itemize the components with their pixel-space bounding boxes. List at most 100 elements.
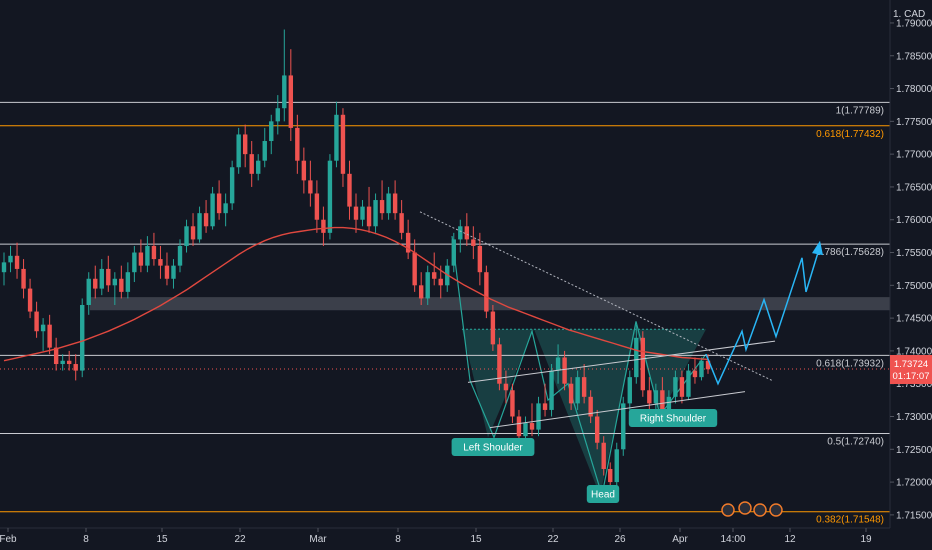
time-axis-ticks: Feb 8 15 22 Mar 8 15 22 26 Apr 14:00 12 19 (0, 528, 872, 545)
candle-body (282, 75, 287, 109)
event-marker-icon[interactable] (738, 501, 752, 515)
pattern-label-box (451, 438, 535, 456)
candle-body (621, 403, 626, 450)
candle-body (484, 272, 489, 312)
price-tick-label: 1.77000 (896, 150, 932, 161)
event-marker-icon[interactable] (753, 503, 767, 517)
candle-body (249, 154, 254, 174)
candle-body (705, 360, 711, 370)
candle-body (360, 206, 365, 220)
candle-body (269, 121, 274, 142)
fib-level-label: 0.382(1.71548) (816, 515, 884, 526)
candle-body (66, 360, 72, 365)
event-marker-icon[interactable] (769, 503, 783, 517)
candle-body (601, 442, 606, 469)
descending-trendline (419, 211, 773, 381)
support-zone-rect (90, 297, 890, 311)
candle-body (594, 416, 600, 443)
candle-body (366, 206, 372, 227)
price-tick-label: 1.73500 (896, 379, 932, 390)
candle-body (8, 255, 13, 263)
pattern-label-box (628, 409, 718, 427)
candle-body (256, 160, 261, 174)
candle-body (392, 193, 398, 214)
pattern-fill (462, 329, 706, 496)
price-tick-label: 1.75500 (896, 248, 932, 259)
candle-body (458, 226, 463, 240)
candle-body (699, 360, 704, 378)
candle-body (27, 288, 33, 312)
candle-body (588, 396, 593, 417)
candle-body (562, 357, 567, 384)
event-marker-icon[interactable] (721, 503, 735, 517)
time-tick-label: 22 (547, 534, 559, 545)
time-tick-label: Feb (0, 534, 17, 545)
candle-body (132, 252, 137, 273)
projection-path[interactable] (705, 240, 823, 386)
candle-body (418, 285, 424, 299)
trend-lines[interactable] (419, 211, 776, 429)
candle-body (405, 232, 411, 253)
currency-label[interactable]: 1. CAD (893, 9, 925, 20)
candle-body (692, 370, 698, 378)
candle-body (614, 449, 619, 483)
price-tick-label: 1.75000 (896, 281, 932, 292)
candle-body (223, 203, 228, 214)
support-zone (90, 297, 890, 311)
time-tick-label: 15 (156, 534, 168, 545)
candle-body (112, 278, 118, 286)
candle-body (190, 226, 196, 240)
candle-body (301, 160, 307, 181)
candle-body (177, 245, 183, 266)
candle-body (412, 252, 417, 286)
candle-body (210, 193, 215, 227)
candle-body (399, 213, 404, 233)
price-tick-label: 1.76000 (896, 215, 932, 226)
candle-body (432, 272, 437, 279)
candle-body (93, 278, 98, 289)
time-axis[interactable] (0, 528, 890, 550)
candle-body (438, 278, 443, 286)
candle-body (627, 377, 632, 404)
fib-level-label: 0.5(1.72740) (827, 437, 884, 448)
time-tick-label: 26 (614, 534, 626, 545)
candle-body (151, 245, 157, 260)
candle-body (47, 324, 52, 348)
price-axis-ticks: 1.79000 1.78500 1.78000 1.77500 1.77000 1.765… (890, 18, 932, 521)
candle-body (138, 252, 144, 266)
candle-body (353, 206, 359, 220)
candle-body (242, 134, 248, 155)
candle-body (80, 304, 85, 371)
candle-body (262, 141, 267, 161)
lower-channel-line (489, 391, 746, 429)
candle-body (106, 268, 111, 286)
time-tick-label: 8 (395, 534, 401, 545)
candle-body (555, 357, 561, 371)
candle-body (666, 396, 672, 410)
candle-body (451, 239, 456, 266)
economic-event-markers[interactable] (721, 501, 783, 517)
candle-body (275, 108, 280, 122)
candle-body (327, 160, 333, 233)
candle-body (229, 167, 235, 204)
candle-body (1, 262, 7, 273)
candle-body (164, 265, 170, 279)
candle-body (14, 255, 20, 269)
price-axis[interactable] (890, 0, 932, 528)
upper-channel-line (467, 340, 776, 383)
candle-body (373, 200, 378, 227)
price-tick-label: 1.79000 (896, 18, 932, 29)
candle-body (542, 403, 548, 410)
projection-arrowhead (812, 240, 823, 256)
projection-zigzag (705, 245, 821, 386)
time-tick-label: 14:00 (720, 534, 745, 545)
price-tick-label: 1.78500 (896, 51, 932, 62)
candle-body (197, 213, 202, 240)
candle-body (295, 127, 300, 161)
candle-body (321, 219, 326, 233)
fib-level-label: 0.786(1.75628) (816, 247, 884, 258)
candle-body (386, 193, 391, 214)
pattern-label-box (586, 485, 620, 503)
